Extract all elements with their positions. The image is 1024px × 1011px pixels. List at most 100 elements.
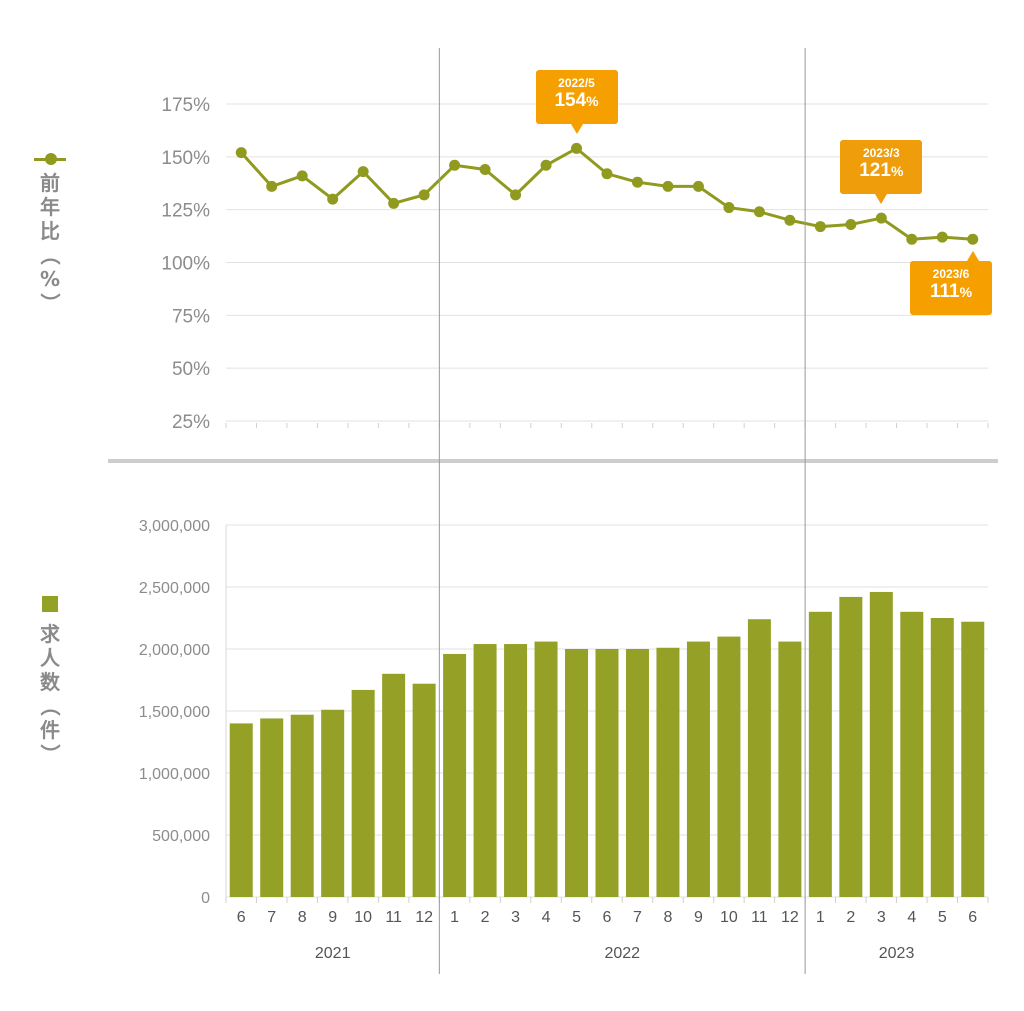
line-legend-marker (34, 153, 66, 165)
dividers (438, 48, 806, 974)
line-y-tick-label: 50% (172, 359, 210, 380)
x-tick-label: 11 (751, 909, 768, 926)
bar-y-tick-label: 1,000,000 (139, 766, 210, 783)
line-point (753, 206, 765, 218)
x-tick-label: 2 (481, 909, 490, 926)
bar-legend: 求人数（件） (30, 596, 70, 766)
x-tick-label: 10 (720, 909, 738, 926)
axis-label-char: 人 (40, 646, 60, 670)
line-y-tick-label: 175% (161, 95, 210, 116)
bar (808, 611, 832, 897)
bar-y-tick-label: 1,500,000 (139, 704, 210, 721)
line-y-tick-label: 125% (161, 201, 210, 222)
line-point (327, 193, 339, 205)
bar-y-tick-label: 3,000,000 (139, 518, 210, 535)
line-y-tick-label: 100% (161, 254, 210, 275)
line-point (967, 233, 979, 245)
x-tick-label: 7 (633, 909, 642, 926)
line-y-tick-labels: 175% 150% 125% 100% 75% 50% 25% (161, 95, 210, 433)
bar (747, 619, 771, 897)
bar (595, 649, 619, 897)
axis-label-char: 求 (40, 622, 60, 646)
line-point (906, 233, 918, 245)
line-y-tick-label: 150% (161, 148, 210, 169)
annotation-callout: 2022/5 154% (535, 70, 618, 135)
x-tick-label: 4 (907, 909, 916, 926)
annotation-callout: 2023/3 121% (840, 140, 923, 205)
line-point (266, 180, 278, 192)
bar (565, 649, 589, 897)
axis-label-char: （ (37, 244, 62, 265)
bar (656, 647, 680, 897)
line-point (510, 189, 522, 201)
bar (900, 611, 924, 897)
x-tick-label: 1 (816, 909, 825, 926)
annotation-number: 154 (554, 90, 587, 112)
year-labels: 2021 2022 2023 (315, 945, 915, 962)
x-tick-label: 3 (511, 909, 520, 926)
bar-y-tick-labels: 3,000,000 2,500,000 2,000,000 1,500,000 1,00… (139, 518, 210, 907)
annotation-value: 121% (840, 160, 922, 182)
x-tick-label: 11 (385, 909, 402, 926)
axis-label-char: 数 (40, 670, 60, 694)
line-point (357, 166, 369, 178)
bar-series (229, 591, 985, 897)
bar (869, 591, 893, 897)
line-point (296, 170, 308, 182)
line-y-tick-label: 75% (172, 306, 210, 327)
year-label: 2023 (879, 945, 915, 962)
bar-y-tick-label: 0 (201, 890, 210, 907)
line-point (692, 180, 704, 192)
axis-label-char: % (39, 267, 61, 291)
line-legend: 前年比（%） (30, 153, 70, 315)
axis-label-char: 前 (39, 171, 60, 195)
x-tick-label: 3 (877, 909, 886, 926)
bar-y-tick-label: 500,000 (152, 828, 210, 845)
bar-y-tick-label: 2,500,000 (139, 580, 210, 597)
bar (260, 718, 284, 897)
year-label: 2021 (315, 945, 351, 962)
bar (504, 644, 528, 897)
bar (321, 709, 345, 897)
x-tick-label: 8 (664, 909, 673, 926)
bar (839, 596, 863, 897)
line-point (814, 221, 826, 233)
bar-y-tick-label: 2,000,000 (139, 642, 210, 659)
x-tick-label: 6 (237, 909, 246, 926)
x-tick-label: 9 (694, 909, 703, 926)
axis-label-char: ） (38, 744, 62, 764)
line-point (662, 180, 674, 192)
annotation-pointer (875, 194, 888, 205)
x-tick-label: 12 (415, 909, 433, 926)
x-tick-label: 2 (846, 909, 855, 926)
annotation-pointer (570, 124, 583, 135)
annotation-value: 154% (536, 90, 618, 112)
x-tick-label: 10 (354, 909, 372, 926)
annotation-date: 2023/6 (932, 267, 970, 282)
line-point (540, 159, 552, 171)
annotation-unit: % (959, 284, 973, 301)
x-tick-label: 5 (938, 909, 947, 926)
annotation-number: 121 (859, 160, 891, 182)
x-tick-label: 5 (572, 909, 581, 926)
annotation-date: 2023/3 (862, 146, 900, 161)
x-tick-label: 12 (781, 909, 799, 926)
x-tick-label: 6 (968, 909, 977, 926)
bar (778, 641, 802, 897)
bar (351, 689, 375, 897)
annotation-unit: % (586, 93, 599, 110)
line-gridlines (108, 103, 998, 463)
line-point (601, 168, 613, 180)
bar (412, 683, 436, 897)
axis-label-char: （ (38, 696, 62, 716)
line-y-axis-label: 前年比（%） (37, 171, 62, 315)
line-point (875, 212, 887, 224)
line-points (235, 142, 979, 245)
line-point (449, 159, 461, 171)
annotation-number: 111 (929, 281, 960, 303)
axis-label-char: 年 (39, 195, 60, 219)
annotation-callout: 2023/6 111% (910, 251, 992, 316)
bar (382, 673, 406, 897)
